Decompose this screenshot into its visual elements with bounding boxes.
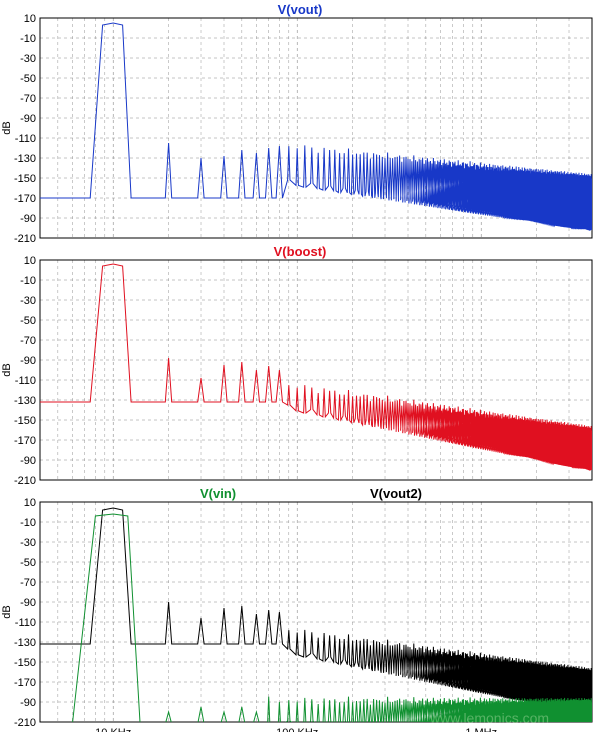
series-vout xyxy=(40,23,593,230)
svg-text:-70: -70 xyxy=(20,577,36,589)
svg-text:-30: -30 xyxy=(20,295,36,307)
svg-text:-110: -110 xyxy=(15,133,36,145)
svg-text:-90: -90 xyxy=(20,697,36,709)
svg-text:-30: -30 xyxy=(20,53,36,65)
svg-text:-150: -150 xyxy=(14,415,36,427)
svg-text:-90: -90 xyxy=(20,597,36,609)
svg-text:-90: -90 xyxy=(20,355,36,367)
svg-text:-90: -90 xyxy=(20,113,36,125)
svg-text:-50: -50 xyxy=(20,73,36,85)
svg-text:-50: -50 xyxy=(20,557,36,569)
svg-text:-10: -10 xyxy=(20,33,36,45)
title-V(boost): V(boost) xyxy=(274,244,327,259)
series-vout2 xyxy=(40,508,593,714)
chart-container: 10 -10 -30 -50 -70 -90 -110 -130 -150 -170 -90 -210… xyxy=(0,0,600,732)
title-V(vin): V(vin) xyxy=(200,486,236,501)
svg-text:dB: dB xyxy=(1,363,13,376)
panel-title-vout: V(vout) xyxy=(0,2,600,17)
svg-text:-90: -90 xyxy=(20,213,36,225)
svg-text:-110: -110 xyxy=(15,617,36,629)
svg-text:dB: dB xyxy=(1,121,13,134)
svg-text:-170: -170 xyxy=(14,677,36,689)
panel-vboost: 10-10-30-50-70-90-110-130-150-170-90-210… xyxy=(1,255,593,487)
svg-text:-150: -150 xyxy=(14,657,36,669)
xlabel-10-KHz: 10 KHz xyxy=(95,727,131,732)
svg-text:-130: -130 xyxy=(14,637,36,649)
series-vboost xyxy=(40,264,593,470)
svg-text:-10: -10 xyxy=(20,275,36,287)
svg-text:-210: -210 xyxy=(14,717,36,729)
watermark: www.lemonics.com xyxy=(430,710,549,726)
panel-title-vboost: V(boost) xyxy=(0,244,600,259)
title-V(vout): V(vout) xyxy=(278,2,323,17)
svg-text:dB: dB xyxy=(1,605,13,618)
title-V(vout2): V(vout2) xyxy=(370,486,422,501)
svg-text:-170: -170 xyxy=(14,193,36,205)
panel-vin_vout2: 10 -10 -30 -50 -70 -90 -110 -130 -150 -170 -90 -210… xyxy=(1,497,593,729)
svg-text:-90: -90 xyxy=(20,455,36,467)
svg-text:-10: -10 xyxy=(20,517,36,529)
svg-text:-110: -110 xyxy=(15,375,36,387)
svg-text:-70: -70 xyxy=(20,335,36,347)
svg-text:-170: -170 xyxy=(14,435,36,447)
svg-text:-130: -130 xyxy=(14,395,36,407)
svg-text:-70: -70 xyxy=(20,93,36,105)
svg-text:-130: -130 xyxy=(14,153,36,165)
svg-text:-150: -150 xyxy=(14,173,36,185)
svg-text:-210: -210 xyxy=(14,475,36,487)
panel-vout: 10-10-30-50-70-90-110-130-150-170-90-210… xyxy=(1,13,593,245)
xlabel-1-MHz: 1 MHz xyxy=(465,727,497,732)
svg-text:10: 10 xyxy=(24,497,36,509)
svg-text:-50: -50 xyxy=(20,315,36,327)
xlabel-100-KHz: 100 KHz xyxy=(276,727,318,732)
svg-text:-30: -30 xyxy=(20,537,36,549)
